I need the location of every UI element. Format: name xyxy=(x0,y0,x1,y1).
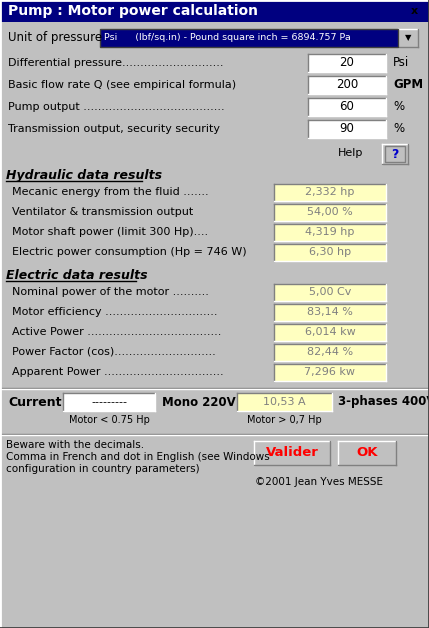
Text: Ventilator & transmission output: Ventilator & transmission output xyxy=(12,207,193,217)
Text: Apparent Power .................................: Apparent Power .........................… xyxy=(12,367,224,377)
Text: Valider: Valider xyxy=(266,447,318,460)
Text: 7,296 kw: 7,296 kw xyxy=(305,367,356,377)
Bar xyxy=(274,204,386,221)
Text: Differential pressure............................: Differential pressure...................… xyxy=(8,58,224,68)
Text: Nominal power of the motor ..........: Nominal power of the motor .......... xyxy=(12,287,209,297)
Text: Pump : Motor power calculation: Pump : Motor power calculation xyxy=(8,4,258,18)
Text: 6,014 kw: 6,014 kw xyxy=(305,327,355,337)
Bar xyxy=(274,364,386,381)
Bar xyxy=(274,284,386,301)
Text: 83,14 %: 83,14 % xyxy=(307,307,353,317)
Bar xyxy=(237,393,332,411)
Text: Psi      (lbf/sq.in) - Pound square inch = 6894.757 Pa: Psi (lbf/sq.in) - Pound square inch = 68… xyxy=(104,33,351,43)
Text: Current: Current xyxy=(8,396,61,408)
Bar xyxy=(308,120,386,138)
Bar xyxy=(338,441,396,465)
Bar xyxy=(274,344,386,361)
Text: ©2001 Jean Yves MESSE: ©2001 Jean Yves MESSE xyxy=(255,477,383,487)
Text: Help: Help xyxy=(338,148,363,158)
Text: Power Factor (cos)............................: Power Factor (cos)......................… xyxy=(12,347,216,357)
Bar xyxy=(406,3,423,19)
Bar xyxy=(398,29,418,47)
Text: Mecanic energy from the fluid .......: Mecanic energy from the fluid ....... xyxy=(12,187,208,197)
Text: 60: 60 xyxy=(340,100,354,114)
Text: Hydraulic data results: Hydraulic data results xyxy=(6,169,162,182)
Bar xyxy=(254,441,330,465)
Bar xyxy=(274,324,386,341)
Text: Motor efficiency ...............................: Motor efficiency .......................… xyxy=(12,307,218,317)
Bar xyxy=(274,224,386,241)
Text: 20: 20 xyxy=(340,57,354,70)
Text: 10,53 A: 10,53 A xyxy=(263,397,305,407)
Text: Electric data results: Electric data results xyxy=(6,269,148,282)
Text: 5,00 Cv: 5,00 Cv xyxy=(309,287,351,297)
Bar xyxy=(274,184,386,201)
Text: Motor > 0,7 Hp: Motor > 0,7 Hp xyxy=(247,415,321,425)
Text: Psi: Psi xyxy=(393,57,409,70)
Bar xyxy=(308,98,386,116)
Text: ▼: ▼ xyxy=(405,33,411,43)
Text: Motor < 0.75 Hp: Motor < 0.75 Hp xyxy=(69,415,149,425)
Text: 82,44 %: 82,44 % xyxy=(307,347,353,357)
Text: GPM: GPM xyxy=(393,78,423,92)
Bar xyxy=(274,304,386,321)
Text: 6,30 hp: 6,30 hp xyxy=(309,247,351,257)
Text: %: % xyxy=(393,122,404,136)
Text: Pump output .......................................: Pump output ............................… xyxy=(8,102,225,112)
Text: ---------: --------- xyxy=(91,397,127,407)
Bar xyxy=(385,146,405,162)
Text: x: x xyxy=(411,6,418,16)
Text: 54,00 %: 54,00 % xyxy=(307,207,353,217)
Text: Beware with the decimals.: Beware with the decimals. xyxy=(6,440,144,450)
Text: 4,319 hp: 4,319 hp xyxy=(305,227,355,237)
Text: %: % xyxy=(393,100,404,114)
Text: Basic flow rate Q (see empirical formula): Basic flow rate Q (see empirical formula… xyxy=(8,80,236,90)
Text: Motor shaft power (limit 300 Hp)....: Motor shaft power (limit 300 Hp).... xyxy=(12,227,208,237)
Text: 3-phases 400V: 3-phases 400V xyxy=(338,396,429,408)
Text: 200: 200 xyxy=(336,78,358,92)
Bar xyxy=(274,244,386,261)
Bar xyxy=(308,76,386,94)
Bar xyxy=(382,144,408,164)
Text: 2,332 hp: 2,332 hp xyxy=(305,187,355,197)
Text: Electric power consumption (Hp = 746 W): Electric power consumption (Hp = 746 W) xyxy=(12,247,247,257)
Text: Transmission output, security security: Transmission output, security security xyxy=(8,124,220,134)
Text: Active Power .....................................: Active Power ...........................… xyxy=(12,327,221,337)
Text: 90: 90 xyxy=(340,122,354,136)
Bar xyxy=(100,29,398,47)
Bar xyxy=(63,393,155,411)
Text: configuration in country parameters): configuration in country parameters) xyxy=(6,464,199,474)
Text: Mono 220V: Mono 220V xyxy=(162,396,236,408)
Bar xyxy=(0,0,429,22)
Bar xyxy=(308,54,386,72)
Text: Comma in French and dot in English (see Windows: Comma in French and dot in English (see … xyxy=(6,452,270,462)
Text: ?: ? xyxy=(391,148,399,161)
Text: OK: OK xyxy=(356,447,378,460)
Text: Unit of pressure: Unit of pressure xyxy=(8,31,102,45)
